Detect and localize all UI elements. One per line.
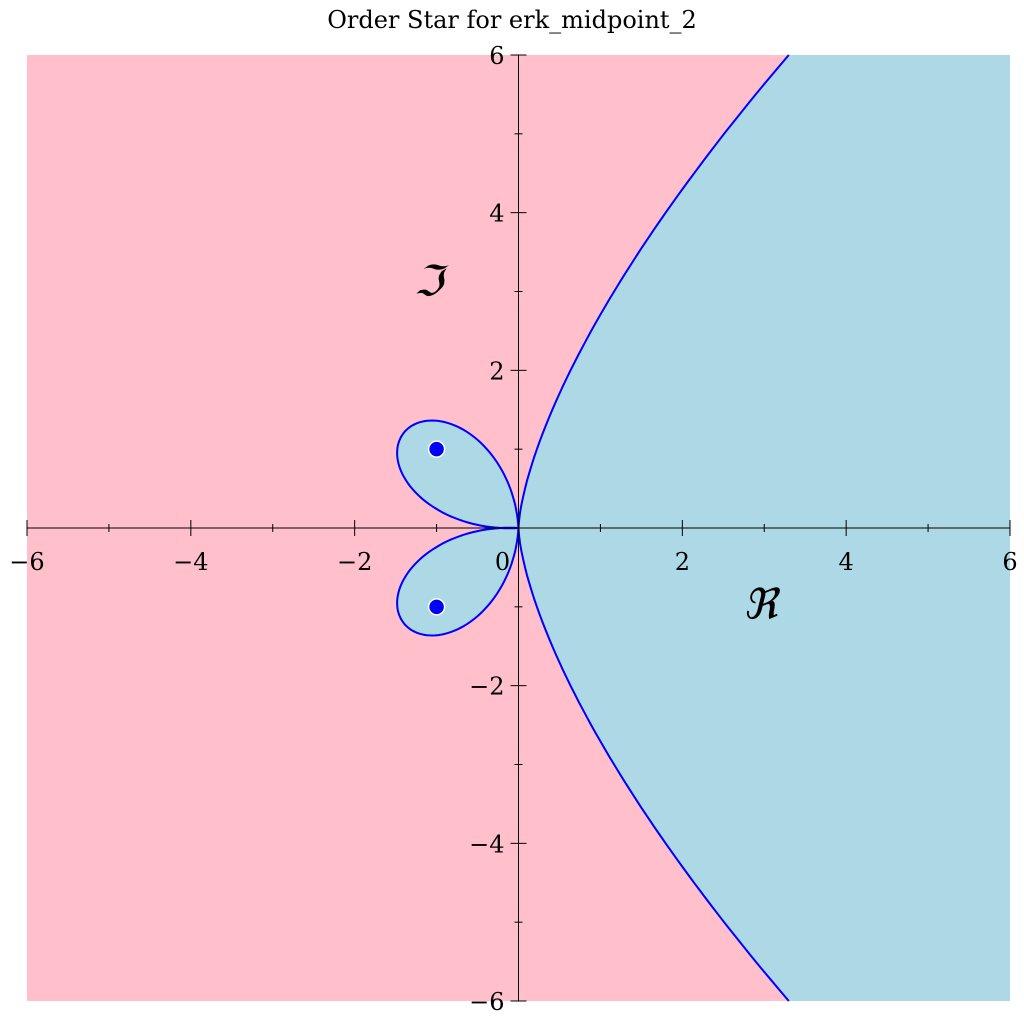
x-tick-label: −2 bbox=[337, 548, 372, 576]
x-tick-label: 6 bbox=[1002, 548, 1017, 576]
blue-region-lower-petal bbox=[397, 527, 519, 636]
ticks: −6 −4 −2 0 2 4 6 −6 −4 −2 2 4 6 bbox=[9, 42, 1017, 1016]
x-tick-label: 2 bbox=[675, 548, 690, 576]
y-tick-label: −6 bbox=[469, 988, 504, 1016]
marked-point bbox=[427, 598, 446, 616]
marked-point bbox=[427, 440, 446, 458]
x-axis-label: ℜ bbox=[743, 580, 781, 629]
x-tick-label: 0 bbox=[495, 548, 510, 576]
y-tick-label: −4 bbox=[469, 830, 504, 858]
blue-region-upper-petal bbox=[397, 420, 519, 529]
boundary-curve-lower-petal bbox=[396, 526, 520, 637]
y-tick-label: 2 bbox=[489, 357, 504, 385]
y-tick-label: 4 bbox=[489, 200, 504, 228]
y-tick-label: 6 bbox=[489, 42, 504, 70]
x-tick-label: −6 bbox=[9, 548, 44, 576]
y-tick-label: −2 bbox=[469, 673, 504, 701]
x-tick-label: 4 bbox=[839, 548, 854, 576]
boundary-curve-upper-petal bbox=[396, 419, 520, 530]
chart-title: Order Star for erk_midpoint_2 bbox=[327, 6, 697, 34]
marked-points bbox=[427, 440, 446, 616]
x-tick-label: −4 bbox=[173, 548, 208, 576]
